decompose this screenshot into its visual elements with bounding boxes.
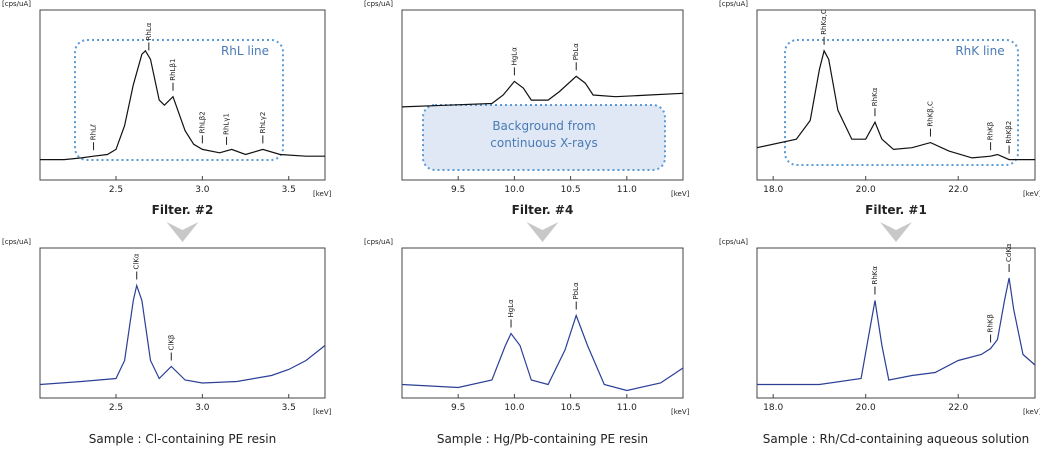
peak-label: RhLγ2 [259, 112, 267, 134]
overlay-box [784, 39, 1019, 166]
spectrum-line [756, 49, 1035, 161]
overlay-text: Background from [492, 119, 595, 133]
x-tick-label: 9.5 [451, 403, 465, 413]
overlay-text: RhK line [955, 44, 1004, 58]
y-axis-label: [cps/uA] [364, 238, 393, 246]
filter-label: Filter. #2 [152, 203, 214, 217]
overlay-box [422, 104, 666, 171]
filter-label: Filter. #4 [512, 203, 574, 217]
peak-label: RhKβ [987, 122, 995, 140]
x-tick-label: 20.0 [856, 403, 876, 413]
x-tick-label: 2.5 [109, 403, 123, 413]
x-tick-label: 3.5 [282, 185, 296, 195]
caption: Sample : Cl-containing PE resin [89, 432, 277, 446]
y-axis-label: [cps/uA] [2, 0, 31, 8]
arrow [880, 222, 912, 242]
x-tick-label: 11.0 [617, 403, 637, 413]
x-tick-label: 22.0 [948, 403, 968, 413]
peak-label: RhKα [871, 266, 879, 285]
peak-label: RhLγ1 [223, 113, 231, 135]
x-axis-label: [keV] [313, 408, 332, 416]
x-axis-label: [keV] [671, 190, 690, 198]
x-tick-label: 10.5 [561, 185, 581, 195]
spectrum-line [39, 283, 326, 386]
peak-label: ClKβ [167, 335, 175, 351]
plot-frame [756, 247, 1036, 399]
arrow [526, 222, 559, 242]
overlay-text: continuous X-rays [490, 136, 597, 150]
x-axis-label: [keV] [1023, 190, 1040, 198]
x-tick-label: 18.0 [763, 403, 783, 413]
peak-label: HgLα [507, 299, 515, 318]
peak-label: RhLβ1 [169, 59, 177, 81]
y-axis-label: [cps/uA] [719, 0, 748, 8]
peak-label: PbLα [572, 43, 580, 61]
spectrum-line [401, 313, 684, 392]
x-tick-label: 22.0 [948, 185, 968, 195]
filter-label: Filter. #1 [865, 203, 927, 217]
peak-label: PbLα [572, 282, 580, 300]
spectrum-line [757, 277, 1036, 386]
x-tick-label: 20.0 [856, 185, 876, 195]
y-axis-label: [cps/uA] [364, 0, 393, 8]
y-axis-label: [cps/uA] [2, 238, 31, 246]
x-axis-label: [keV] [671, 408, 690, 416]
peak-label: RhKβ2 [1005, 121, 1013, 144]
x-tick-label: 10.0 [504, 185, 524, 195]
x-tick-label: 9.5 [451, 185, 465, 195]
x-tick-label: 3.5 [282, 403, 296, 413]
peak-label: RhKβ [987, 314, 995, 332]
x-tick-label: 18.0 [763, 185, 783, 195]
peak-label: CdKα [1005, 243, 1013, 262]
peak-label: ClKα [133, 253, 141, 269]
plot-frame [401, 9, 684, 181]
y-axis-label: [cps/uA] [719, 238, 748, 246]
peak-label: RhKα [871, 87, 879, 106]
spectrum-line [40, 49, 325, 161]
peak-label: HgLα [510, 47, 518, 66]
overlay-box [74, 39, 284, 161]
plot-frame [39, 9, 326, 181]
x-tick-label: 10.0 [504, 403, 524, 413]
x-axis-label: [keV] [313, 190, 332, 198]
x-tick-label: 11.0 [617, 185, 637, 195]
plot-frame [39, 247, 326, 399]
caption: Sample : Rh/Cd-containing aqueous soluti… [763, 432, 1029, 446]
plot-frame [756, 9, 1036, 181]
caption: Sample : Hg/Pb-containing PE resin [437, 432, 648, 446]
peak-label: RhLβ2 [198, 111, 206, 133]
peak-label: RhLℓ [90, 124, 98, 140]
spectrum-line [401, 75, 684, 108]
x-tick-label: 10.5 [561, 403, 581, 413]
arrow [166, 222, 199, 242]
overlay-text: RhL line [221, 44, 269, 58]
peak-label: RhKβ,C [926, 101, 934, 127]
x-tick-label: 2.5 [109, 185, 123, 195]
x-tick-label: 3.0 [195, 403, 210, 413]
peak-label: RhKα,C [820, 9, 828, 35]
peak-label: RhLα [145, 22, 153, 40]
x-axis-label: [keV] [1023, 408, 1040, 416]
x-tick-label: 3.0 [195, 185, 210, 195]
plot-frame [401, 247, 684, 399]
